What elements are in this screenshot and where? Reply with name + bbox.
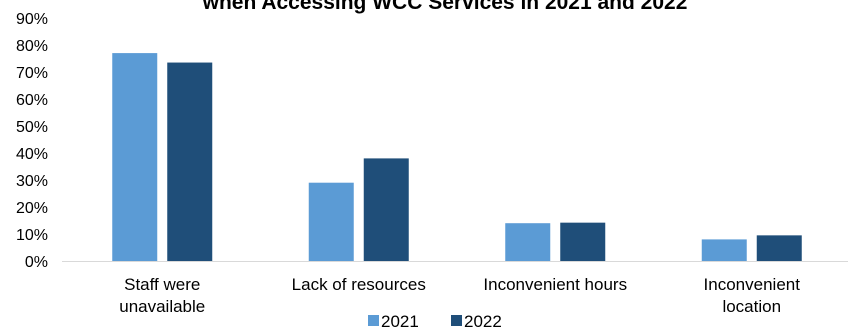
category-label: Inconvenient <box>704 275 801 294</box>
y-tick-label: 0% <box>25 254 48 271</box>
bar-2021-4 <box>701 239 747 261</box>
category-label: unavailable <box>119 297 205 316</box>
y-tick-label: 90% <box>16 11 48 28</box>
legend-swatch-2021 <box>368 315 379 326</box>
y-axis: 0% 10% 20% 30% 40% 50% 60% 70% 80% 90% <box>16 11 48 271</box>
legend-swatch-2022 <box>451 315 462 326</box>
bars <box>112 53 802 261</box>
bar-2022-4 <box>756 235 802 261</box>
legend: 2021 2022 <box>368 312 502 331</box>
category-label: Staff were <box>124 275 200 294</box>
legend-label-2022: 2022 <box>464 312 502 331</box>
chart-title: when Accessing WCC Services in 2021 and … <box>202 0 688 14</box>
y-tick-label: 80% <box>16 38 48 55</box>
bar-2021-2 <box>308 182 354 261</box>
legend-label-2021: 2021 <box>381 312 419 331</box>
bar-2021-3 <box>505 223 551 261</box>
bar-2022-1 <box>167 62 213 261</box>
bar-2022-3 <box>560 222 606 261</box>
category-label: Inconvenient hours <box>483 275 627 294</box>
category-label: location <box>722 297 781 316</box>
x-axis-labels: Staff were unavailable Lack of resources In… <box>119 275 800 316</box>
y-tick-label: 60% <box>16 92 48 109</box>
y-tick-label: 50% <box>16 119 48 136</box>
y-tick-label: 40% <box>16 146 48 163</box>
category-label: Lack of resources <box>292 275 426 294</box>
bar-2021-1 <box>112 53 158 261</box>
y-tick-label: 20% <box>16 200 48 217</box>
y-tick-label: 30% <box>16 173 48 190</box>
y-tick-label: 10% <box>16 227 48 244</box>
bar-2022-2 <box>363 158 409 261</box>
y-tick-label: 70% <box>16 65 48 82</box>
